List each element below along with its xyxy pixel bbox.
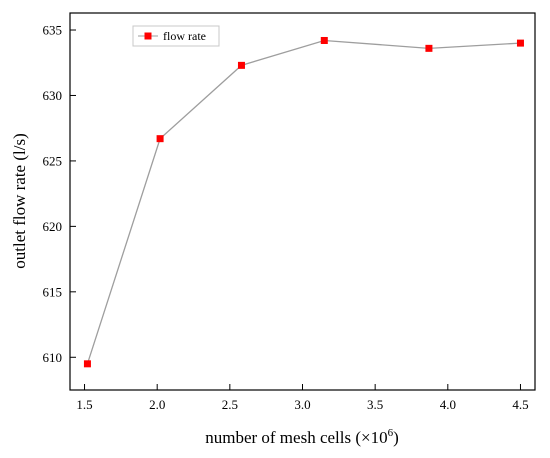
x-tick-label: 4.5 bbox=[512, 397, 528, 412]
x-tick-label: 3.0 bbox=[294, 397, 310, 412]
series-layer bbox=[83, 36, 524, 368]
y-tick-label: 625 bbox=[43, 153, 63, 168]
data-point bbox=[516, 39, 524, 47]
legend: flow rate bbox=[132, 25, 220, 47]
x-tick-label: 2.0 bbox=[149, 397, 165, 412]
x-tick-label: 4.0 bbox=[440, 397, 456, 412]
x-tick-label: 3.5 bbox=[367, 397, 383, 412]
x-tick-label: 2.5 bbox=[222, 397, 238, 412]
y-tick-label: 620 bbox=[43, 219, 63, 234]
y-tick-label: 610 bbox=[43, 350, 63, 365]
data-point bbox=[425, 44, 433, 52]
legend-box bbox=[132, 25, 220, 47]
data-point bbox=[156, 135, 164, 143]
x-axis-ticks: 1.5 2.0 2.5 3.0 3.5 4.0 4.5 bbox=[76, 384, 529, 412]
data-point bbox=[320, 36, 328, 44]
y-tick-label: 630 bbox=[43, 88, 63, 103]
y-axis-ticks: 610 615 620 625 630 635 bbox=[43, 23, 76, 365]
legend-marker bbox=[144, 32, 152, 40]
x-axis-label: number of mesh cells (×106) bbox=[205, 427, 399, 447]
data-point bbox=[237, 61, 245, 69]
series-line bbox=[86, 39, 521, 365]
y-tick-label: 615 bbox=[43, 284, 63, 299]
data-point bbox=[83, 360, 91, 368]
y-axis-label: outlet flow rate (l/s) bbox=[10, 133, 29, 269]
y-tick-label: 635 bbox=[43, 23, 63, 38]
legend-label: flow rate bbox=[163, 29, 206, 43]
x-tick-label: 1.5 bbox=[76, 397, 92, 412]
